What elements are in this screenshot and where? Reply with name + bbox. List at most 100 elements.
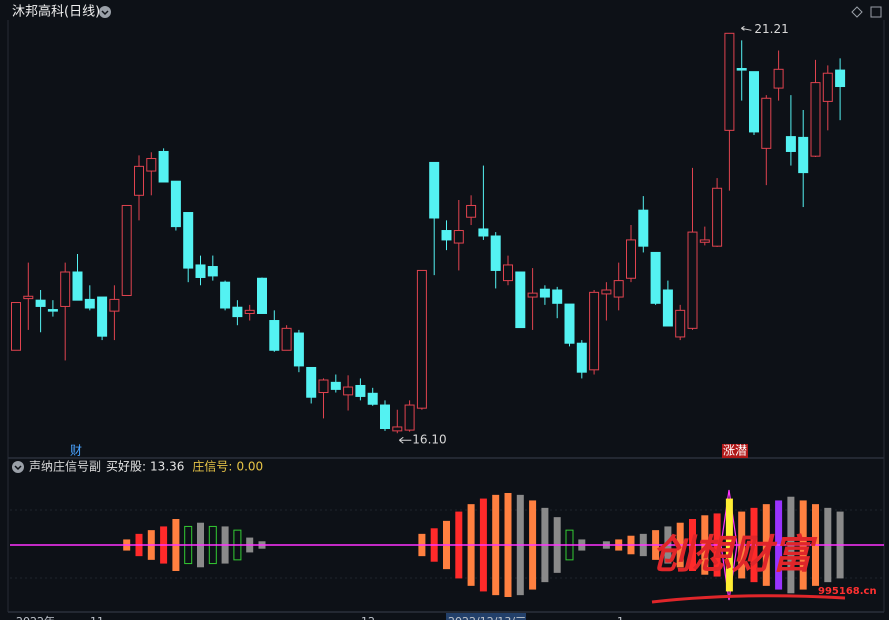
event-marker: 财 xyxy=(70,444,82,458)
candle-body xyxy=(121,204,132,296)
candle-body xyxy=(207,266,218,277)
readout-value: 0.00 xyxy=(236,460,263,474)
candle-body xyxy=(539,288,550,298)
candle-body xyxy=(195,264,206,278)
candle-body xyxy=(355,384,366,397)
candle-body xyxy=(109,298,120,312)
candle-body xyxy=(626,239,636,279)
watermark-text: 创想财富 xyxy=(652,531,818,578)
candle-body xyxy=(404,404,415,431)
candle-body xyxy=(35,299,46,307)
x-label: 12 xyxy=(361,615,375,620)
low-label: 16.10 xyxy=(412,433,446,447)
candle-body xyxy=(601,289,612,295)
readout-value: 13.36 xyxy=(150,460,184,474)
indicator-menu-arrow xyxy=(14,465,22,471)
candle-body xyxy=(220,281,231,309)
x-label: 1 xyxy=(617,615,624,620)
candle-body xyxy=(47,309,58,312)
candle-body xyxy=(466,204,477,218)
candle-body xyxy=(736,68,747,71)
candle-body xyxy=(441,230,452,241)
candle-body xyxy=(146,158,157,172)
candle-body xyxy=(72,271,83,301)
candle-body xyxy=(380,404,390,430)
candle-body xyxy=(293,332,304,367)
toolbar-icon[interactable] xyxy=(851,6,863,18)
x-label: 11 xyxy=(90,615,104,620)
candle-body xyxy=(773,68,784,89)
watermark-url: 995168.cn xyxy=(818,586,877,597)
menu-icon[interactable] xyxy=(99,6,111,18)
candle-body xyxy=(367,392,378,405)
readout-name: 买好股: xyxy=(106,460,146,474)
indicator-name: 声纳庄信号副 xyxy=(29,459,101,474)
candle-body xyxy=(761,97,772,149)
candle-body xyxy=(835,69,846,88)
candle-body xyxy=(650,251,661,304)
candle-body xyxy=(564,303,575,344)
candle-body xyxy=(724,32,735,131)
candle-body xyxy=(23,295,34,300)
candle-body xyxy=(810,82,821,157)
candle-body xyxy=(11,302,21,351)
candle-body xyxy=(699,239,710,243)
candle-body xyxy=(503,264,513,282)
candle-body xyxy=(662,289,673,327)
menu-icon-arrow xyxy=(101,10,109,16)
candle-body xyxy=(343,386,354,396)
event-marker: 涨潜 xyxy=(723,443,747,458)
candle-body xyxy=(232,306,243,318)
candle-body xyxy=(675,309,686,338)
high-label: 21.21 xyxy=(754,22,788,36)
marker-background xyxy=(722,444,748,458)
candle-body xyxy=(552,289,563,304)
candle-body xyxy=(134,165,144,196)
candle-body xyxy=(687,231,698,329)
candle-body xyxy=(453,230,464,244)
candle-body xyxy=(712,187,723,247)
candle-body xyxy=(638,209,649,247)
annotation-arrow xyxy=(399,436,412,444)
x-label-highlight xyxy=(446,613,526,620)
toolbar-icon[interactable] xyxy=(870,6,882,18)
candle-body xyxy=(490,235,501,271)
candle-body xyxy=(613,280,624,298)
candle-body xyxy=(416,269,427,409)
candle-body xyxy=(281,327,292,351)
indicator-menu-icon[interactable] xyxy=(12,461,24,473)
candle-body xyxy=(60,271,71,307)
candle-body xyxy=(749,71,759,133)
candle-body xyxy=(170,180,181,228)
candle-body xyxy=(785,136,796,152)
candle-body xyxy=(306,366,317,398)
chart-title: 沐邦高科(日线) xyxy=(12,4,100,20)
candle-body xyxy=(257,277,267,314)
candle-body xyxy=(84,298,95,309)
candle-body xyxy=(576,342,587,373)
candle-body xyxy=(527,292,538,298)
candle-body xyxy=(244,309,255,314)
candle-body xyxy=(183,212,194,269)
readout-name: 庄信号: xyxy=(192,459,232,474)
candle-body xyxy=(429,161,440,219)
candle-body xyxy=(158,150,169,183)
annotation-arrow xyxy=(741,25,745,31)
candle-body xyxy=(330,381,341,390)
candle-body xyxy=(822,72,833,102)
candle-body xyxy=(515,271,526,329)
annotation-arrow xyxy=(741,27,752,31)
x-label: 2022/12/13/三 xyxy=(448,615,526,620)
candle-body xyxy=(392,426,403,432)
candle-body xyxy=(269,320,280,351)
candle-body xyxy=(318,379,329,394)
candle-body xyxy=(97,296,108,337)
watermark: 创想财富 995168.cn xyxy=(651,531,877,604)
candle-body xyxy=(478,228,489,237)
candle-body xyxy=(589,291,600,371)
watermark-swoosh xyxy=(651,594,846,604)
candle-body xyxy=(798,136,809,174)
x-label: 2022年 xyxy=(16,614,55,620)
signal-diamond xyxy=(720,489,738,601)
